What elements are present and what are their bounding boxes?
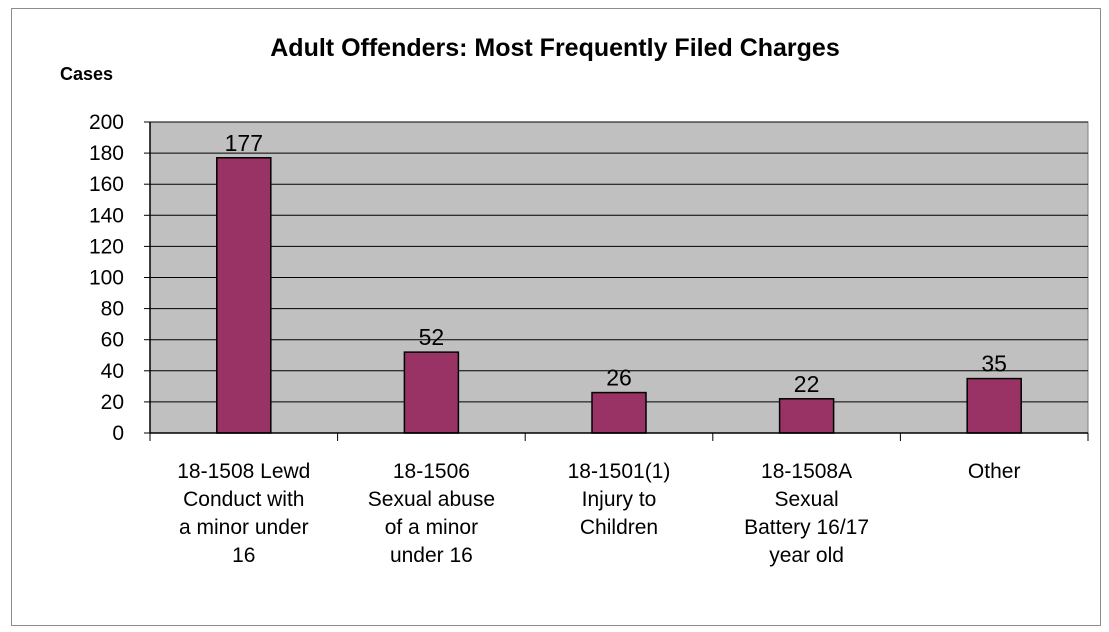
y-tick-labels: 0 20 40 60 80 100 120 140 160 180 200	[89, 111, 124, 445]
y-tick-label: 140	[89, 204, 124, 227]
data-labels: 177 52 26 22 35	[225, 130, 1007, 397]
data-label: 26	[606, 365, 632, 391]
bar	[591, 391, 647, 434]
y-tick-label: 80	[101, 298, 124, 321]
data-label: 35	[981, 351, 1007, 377]
x-category-labels: 18-1508 Lewd Conduct with a minor under 16 1…	[177, 460, 1020, 567]
x-category-label: 18-1508A Sexual Battery 16/17 year old	[744, 460, 869, 567]
x-category-label: 18-1506 Sexual abuse of a minor under 16	[368, 460, 495, 567]
y-tick-label: 180	[89, 142, 124, 165]
y-tick-label: 200	[89, 111, 124, 134]
y-tick-label: 160	[89, 173, 124, 196]
data-label: 52	[419, 324, 445, 350]
x-category-label: 18-1508 Lewd Conduct with a minor under 16	[177, 460, 310, 567]
y-tick-label: 120	[89, 235, 124, 258]
x-category-label: 18-1501(1) Injury to Children	[568, 460, 671, 539]
y-tick-label: 20	[101, 391, 124, 414]
y-axis-label: Cases	[60, 64, 113, 84]
axes	[144, 121, 1089, 441]
bar	[778, 398, 835, 434]
bar	[216, 157, 272, 434]
y-tick-label: 100	[89, 267, 124, 290]
x-category-label: Other	[968, 460, 1021, 483]
y-tick-label: 40	[101, 360, 124, 383]
y-tick-label: 60	[101, 329, 124, 352]
gridlines	[150, 121, 1088, 403]
chart-title: Adult Offenders: Most Frequently Filed C…	[270, 34, 840, 62]
y-tick-label: 0	[112, 422, 124, 445]
bar	[966, 377, 1022, 434]
data-label: 22	[794, 371, 820, 397]
data-label: 177	[225, 130, 263, 156]
bar	[403, 351, 460, 434]
